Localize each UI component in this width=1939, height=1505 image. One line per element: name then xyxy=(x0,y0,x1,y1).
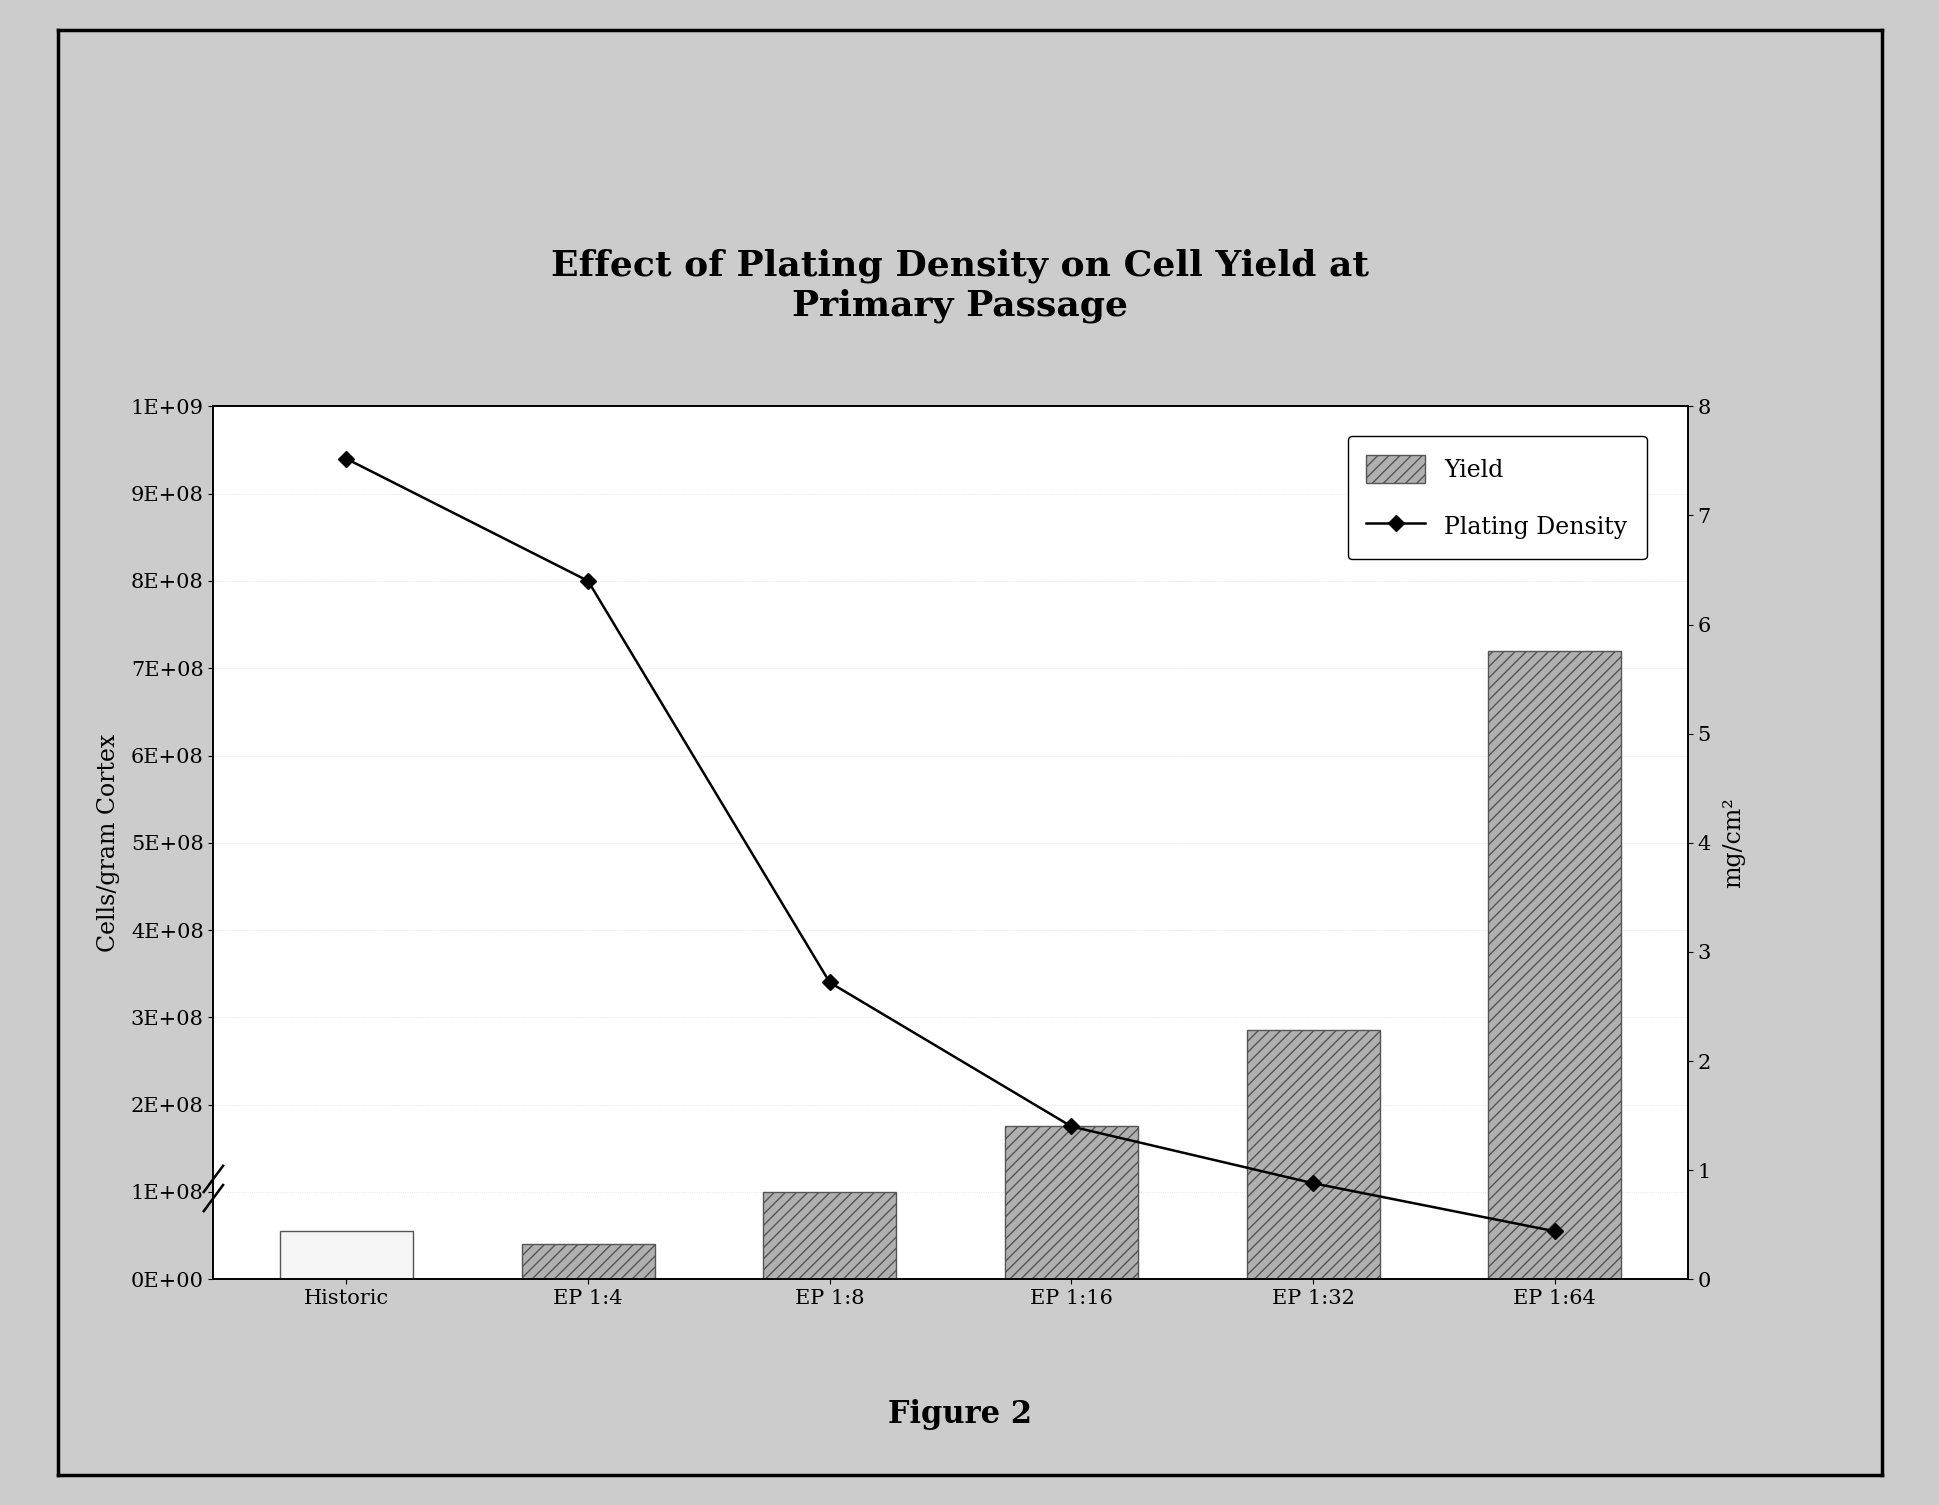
Y-axis label: mg/cm²: mg/cm² xyxy=(1722,798,1743,888)
Legend: Yield, Plating Density: Yield, Plating Density xyxy=(1348,435,1646,560)
Text: Figure 2: Figure 2 xyxy=(888,1400,1032,1430)
Bar xyxy=(762,1192,896,1279)
Bar xyxy=(1487,650,1621,1279)
Bar xyxy=(1004,1126,1138,1279)
Bar xyxy=(1247,1031,1379,1279)
Bar xyxy=(279,1231,413,1279)
Y-axis label: Cells/gram Cortex: Cells/gram Cortex xyxy=(97,733,120,953)
Bar xyxy=(522,1245,653,1279)
Text: Effect of Plating Density on Cell Yield at
Primary Passage: Effect of Plating Density on Cell Yield … xyxy=(551,248,1369,324)
